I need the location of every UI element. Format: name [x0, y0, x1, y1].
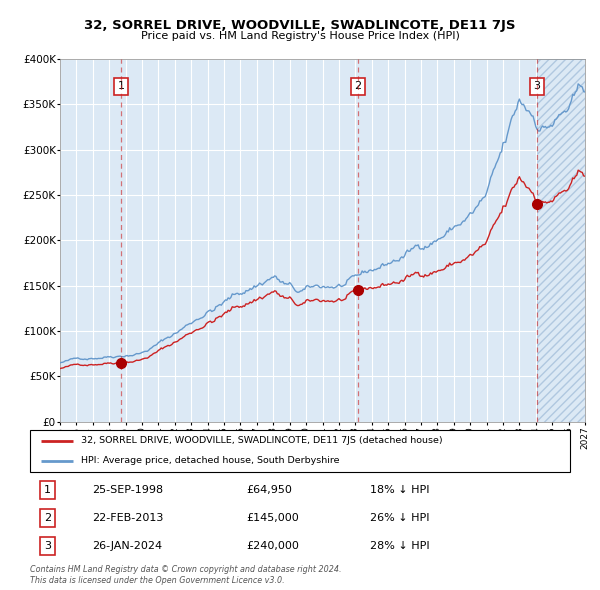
Text: 3: 3 [533, 81, 541, 91]
Text: 28% ↓ HPI: 28% ↓ HPI [370, 541, 430, 551]
Text: 26% ↓ HPI: 26% ↓ HPI [370, 513, 430, 523]
Text: 22-FEB-2013: 22-FEB-2013 [92, 513, 163, 523]
Text: Price paid vs. HM Land Registry's House Price Index (HPI): Price paid vs. HM Land Registry's House … [140, 31, 460, 41]
Text: 1: 1 [44, 485, 51, 495]
Text: £64,950: £64,950 [246, 485, 292, 495]
Text: £240,000: £240,000 [246, 541, 299, 551]
Text: HPI: Average price, detached house, South Derbyshire: HPI: Average price, detached house, Sout… [82, 456, 340, 465]
FancyBboxPatch shape [30, 430, 570, 472]
Text: 3: 3 [44, 541, 51, 551]
Text: 2: 2 [354, 81, 361, 91]
Text: £145,000: £145,000 [246, 513, 299, 523]
Text: 25-SEP-1998: 25-SEP-1998 [92, 485, 163, 495]
Text: 18% ↓ HPI: 18% ↓ HPI [370, 485, 430, 495]
Text: 32, SORREL DRIVE, WOODVILLE, SWADLINCOTE, DE11 7JS (detached house): 32, SORREL DRIVE, WOODVILLE, SWADLINCOTE… [82, 437, 443, 445]
Text: 32, SORREL DRIVE, WOODVILLE, SWADLINCOTE, DE11 7JS: 32, SORREL DRIVE, WOODVILLE, SWADLINCOTE… [84, 19, 516, 32]
Text: 2: 2 [44, 513, 51, 523]
Text: Contains HM Land Registry data © Crown copyright and database right 2024.
This d: Contains HM Land Registry data © Crown c… [30, 565, 341, 585]
Polygon shape [537, 59, 585, 422]
Text: 1: 1 [118, 81, 125, 91]
Text: 26-JAN-2024: 26-JAN-2024 [92, 541, 162, 551]
